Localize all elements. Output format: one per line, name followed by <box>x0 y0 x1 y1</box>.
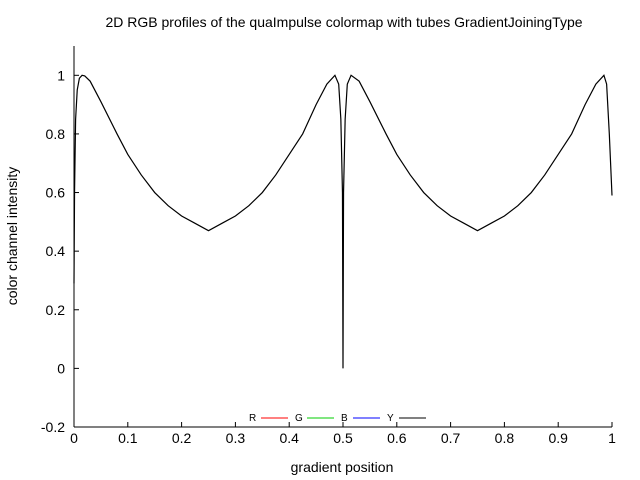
x-tick-label: 0.9 <box>548 430 568 446</box>
y-tick-label: 0.2 <box>46 302 66 318</box>
y-axis-label: color channel intensity <box>4 167 20 306</box>
axes: 0 0.1 0.2 0.3 0.4 0.5 0.6 0.7 0.8 0.9 1 -0.2 0 0.2 0.4… <box>41 46 616 446</box>
y-tick-label: -0.2 <box>41 419 65 435</box>
x-tick-label: 0 <box>70 430 78 446</box>
x-axis-label: gradient position <box>291 459 394 475</box>
legend-label-g: G <box>295 413 303 424</box>
legend-label-y: Y <box>387 413 394 424</box>
y-tick-label: 0 <box>57 360 65 376</box>
x-tick-label: 0.4 <box>279 430 299 446</box>
x-tick-label: 0.8 <box>495 430 515 446</box>
x-tick-label: 0.5 <box>333 430 353 446</box>
x-tick-label: 0.6 <box>387 430 407 446</box>
legend-label-b: B <box>341 413 348 424</box>
y-tick-label: 1 <box>57 67 65 83</box>
y-tick-label: 0.4 <box>46 243 66 259</box>
plot-area <box>73 74 613 369</box>
x-tick-label: 0.7 <box>441 430 461 446</box>
x-tick-label: 0.1 <box>118 430 138 446</box>
y-tick-label: 0.8 <box>46 126 66 142</box>
series-line-y <box>73 74 613 369</box>
chart-title: 2D RGB profiles of the quaImpulse colorm… <box>105 14 582 30</box>
legend-label-r: R <box>249 413 256 424</box>
x-tick-label: 0.2 <box>172 430 192 446</box>
y-tick-label: 0.6 <box>46 185 66 201</box>
x-tick-label: 1 <box>608 430 616 446</box>
x-tick-label: 0.3 <box>226 430 246 446</box>
